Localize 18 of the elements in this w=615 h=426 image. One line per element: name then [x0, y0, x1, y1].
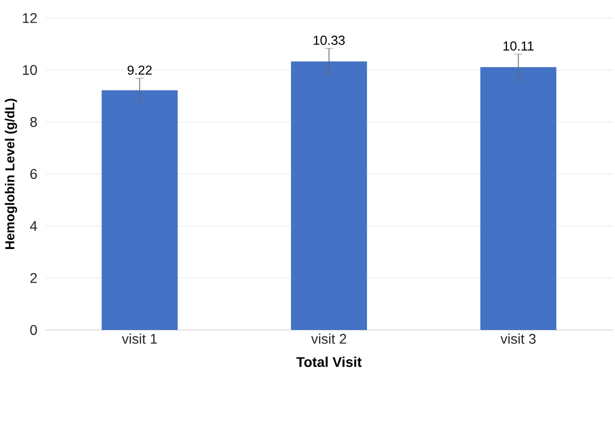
y-tick-label: 4	[30, 221, 38, 231]
x-tick-label: visit 2	[311, 334, 346, 344]
data-label: 10.33	[314, 36, 345, 45]
y-tick-label: 8	[30, 117, 37, 127]
data-label: 10.11	[504, 41, 534, 51]
y-tick-label: 10	[22, 65, 37, 75]
bar	[291, 61, 368, 330]
data-label: 9.22	[128, 66, 152, 75]
y-tick-label: 0	[30, 325, 37, 335]
y-axis-title: Hemoglobin Level (g/dL)	[4, 98, 18, 249]
bar	[480, 67, 556, 330]
bar	[102, 90, 178, 330]
x-tick-label: visit 3	[500, 334, 536, 344]
x-tick-label: visit 1	[122, 334, 157, 344]
x-axis-title: Total Visit	[296, 356, 362, 367]
y-tick-label: 12	[22, 13, 37, 23]
y-tick-label: 2	[30, 273, 37, 283]
y-tick-label: 6	[30, 169, 37, 179]
